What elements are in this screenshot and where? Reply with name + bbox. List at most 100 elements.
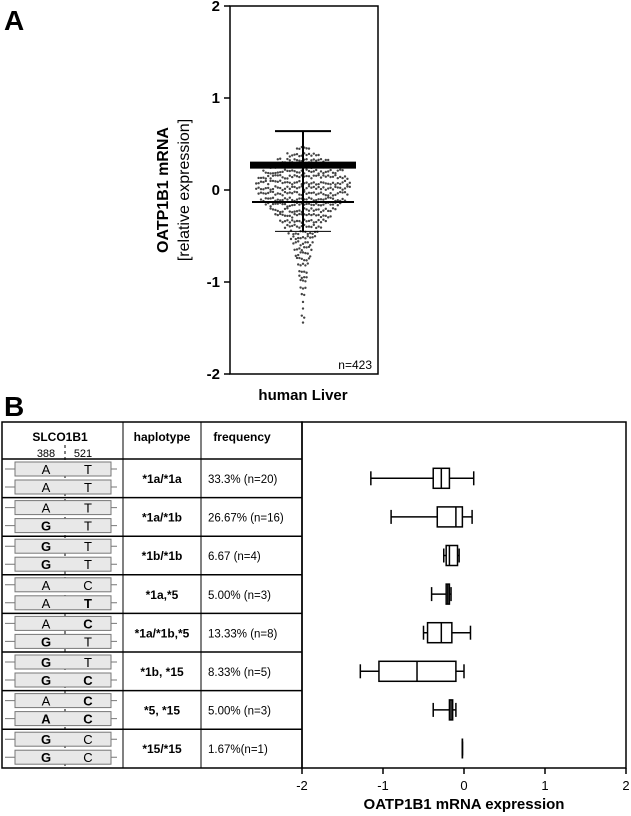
x-tick-label: -1: [377, 778, 389, 793]
panel-a-y-label: OATP1B1 mRNA: [155, 127, 172, 253]
data-point: [286, 152, 289, 155]
data-point: [286, 169, 289, 173]
data-point: [305, 168, 308, 171]
data-point: [327, 158, 330, 162]
data-point: [307, 191, 311, 194]
data-point: [305, 153, 308, 157]
data-point: [307, 185, 311, 188]
boxplot-frame: [301, 421, 627, 769]
data-point: [317, 208, 320, 211]
allele-box: [14, 731, 112, 747]
data-point: [287, 232, 290, 235]
data-point: [312, 158, 315, 161]
y-tick-label: 1: [212, 90, 220, 107]
allele-388: G: [41, 634, 51, 649]
data-point: [293, 190, 296, 194]
data-point: [312, 212, 315, 216]
data-point: [295, 190, 299, 194]
table-rows: A T A T *1a/*1a 33.3% (n=20) A T G T *1a/*1b 26.67%…: [2, 458, 302, 765]
panel-a-scatter: 2 1 0 -1 -2 n=423 human Liver OATP1B1 mRNA […: [155, 0, 379, 404]
data-point: [327, 216, 330, 219]
data-point: [305, 147, 308, 150]
allele-521: C: [83, 673, 93, 688]
data-point: [294, 241, 297, 244]
data-point: [348, 181, 351, 185]
data-point: [292, 232, 295, 236]
data-point: [283, 168, 287, 171]
data-point: [288, 214, 291, 218]
data-point: [311, 232, 314, 235]
data-point: [324, 214, 327, 218]
allele-box: [14, 693, 112, 709]
data-point: [310, 182, 313, 185]
data-point: [279, 212, 282, 216]
data-point: [288, 155, 291, 158]
data-point: [312, 191, 315, 194]
data-point: [307, 196, 311, 199]
data-point: [329, 175, 332, 179]
data-point: [271, 172, 275, 175]
allele-521: C: [83, 750, 92, 765]
data-point: [336, 199, 339, 202]
data-point: [307, 175, 311, 178]
data-point: [279, 192, 282, 196]
data-point: [343, 191, 347, 194]
allele-388: A: [42, 596, 51, 611]
panel-b-label: B: [4, 391, 24, 422]
x-tick-label: -2: [296, 778, 308, 793]
frequency-label: 5.00% (n=3): [208, 590, 271, 602]
data-point: [291, 216, 294, 219]
data-point: [312, 170, 315, 173]
data-point: [329, 209, 332, 213]
data-point: [329, 186, 332, 189]
allele-521: C: [83, 616, 93, 631]
data-point: [319, 220, 323, 224]
data-point: [310, 159, 313, 162]
data-point: [262, 169, 265, 172]
data-point: [307, 169, 311, 173]
data-point: [267, 186, 270, 190]
data-point: [276, 202, 279, 205]
allele-388: A: [42, 616, 51, 631]
data-point: [303, 316, 306, 319]
data-point: [305, 208, 308, 211]
data-point: [305, 174, 308, 178]
allele-box: [14, 461, 112, 477]
data-point: [295, 152, 299, 156]
allele-521: T: [84, 501, 92, 516]
data-point: [303, 275, 306, 279]
data-point: [331, 207, 335, 210]
data-point: [305, 198, 308, 201]
data-point: [343, 175, 347, 178]
data-point: [301, 321, 305, 324]
data-point: [298, 247, 301, 250]
data-point: [294, 237, 297, 241]
data-point: [317, 173, 320, 177]
data-point: [298, 154, 301, 158]
data-point: [262, 188, 265, 191]
data-point: [293, 220, 296, 223]
data-point: [319, 191, 323, 194]
data-point: [269, 190, 272, 193]
allele-388: A: [42, 462, 51, 477]
data-point: [288, 159, 291, 162]
allele-521: C: [83, 694, 93, 709]
data-point: [309, 255, 312, 258]
data-point: [267, 197, 270, 200]
data-point: [281, 210, 284, 213]
data-point: [315, 154, 318, 157]
data-point: [310, 207, 313, 210]
data-point: [300, 249, 303, 252]
data-point: [341, 176, 344, 180]
y-tick-label: -2: [207, 366, 220, 383]
panel-a-y-ticks: 2 1 0 -1 -2: [207, 0, 230, 383]
data-point: [307, 209, 311, 212]
data-point: [322, 174, 325, 177]
data-point: [310, 186, 313, 189]
data-point: [283, 181, 287, 184]
data-point: [301, 287, 305, 290]
allele-box: [14, 556, 112, 572]
allele-box: [14, 654, 112, 670]
data-point: [305, 187, 308, 190]
data-point: [262, 180, 265, 184]
